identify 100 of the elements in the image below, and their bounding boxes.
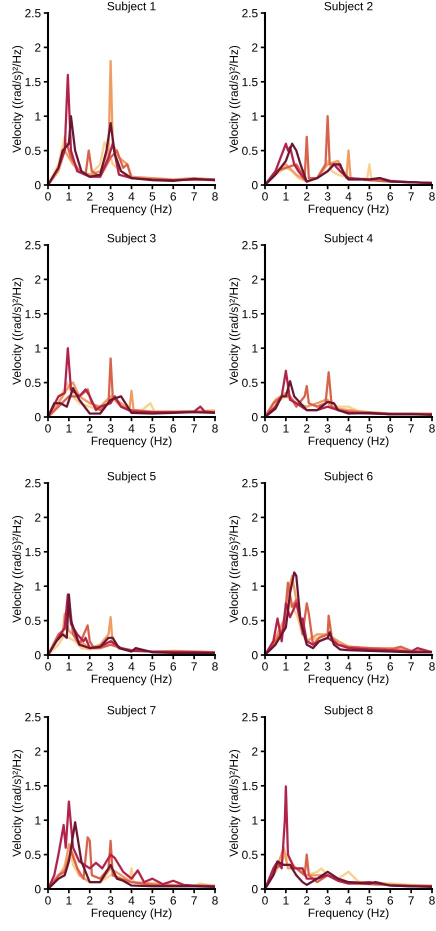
x-tick-label: 7	[408, 662, 414, 670]
x-tick-label: 5	[366, 896, 372, 905]
x-tick-label: 3	[324, 896, 330, 905]
y-tick-label: 0	[252, 651, 258, 660]
x-tick-label: 3	[108, 192, 114, 201]
y-tick-label: 1	[252, 112, 258, 120]
x-tick-label: 1	[283, 424, 289, 432]
y-tick-label: 0	[252, 413, 258, 422]
x-tick-label: 1	[66, 662, 72, 670]
x-axis-title: Frequency (Hz)	[92, 674, 172, 686]
y-tick-label: 2	[252, 275, 258, 284]
y-tick-label: 0.5	[242, 616, 258, 625]
x-tick-label: 3	[324, 192, 330, 201]
y-tick-label: 0	[34, 885, 41, 894]
x-tick-label: 6	[388, 424, 394, 433]
x-tick-label: 4	[128, 424, 134, 432]
x-tick-label: 8	[212, 896, 218, 905]
x-axis-title: Frequency (Hz)	[308, 204, 388, 216]
y-tick-label: 2	[35, 747, 40, 756]
x-tick-label: 0	[262, 424, 268, 433]
chart-title: Subject 4	[324, 234, 373, 245]
x-tick-label: 3	[108, 896, 114, 905]
y-tick-label: 1.5	[26, 782, 41, 790]
x-axis-title: Frequency (Hz)	[308, 674, 388, 686]
x-tick-label: 7	[408, 192, 414, 200]
chart-title: Subject 3	[107, 234, 156, 245]
x-tick-label: 8	[212, 192, 218, 201]
x-tick-label: 2	[87, 896, 92, 904]
x-tick-label: 1	[66, 896, 72, 904]
y-tick-label: 1.5	[26, 310, 41, 318]
x-tick-label: 1	[66, 192, 72, 200]
x-tick-label: 0	[45, 896, 51, 905]
y-tick-label: 0.5	[242, 378, 258, 387]
x-tick-label: 5	[366, 662, 372, 671]
y-tick-label: 1	[35, 112, 40, 120]
y-tick-label: 1	[252, 816, 258, 824]
x-tick-label: 3	[324, 424, 330, 433]
y-tick-label: 2	[35, 275, 40, 284]
x-tick-label: 5	[150, 896, 156, 905]
y-axis-title: Velocity ((rad/s)²/Hz)	[229, 750, 240, 857]
y-axis-title: Velocity ((rad/s)²/Hz)	[229, 46, 240, 153]
x-tick-label: 2	[87, 424, 92, 432]
y-tick-label: 1.5	[26, 548, 41, 556]
y-tick-label: 0.5	[25, 378, 41, 387]
x-tick-label: 5	[150, 662, 156, 671]
x-tick-label: 7	[191, 662, 197, 670]
x-tick-label: 4	[345, 662, 352, 670]
y-tick-label: 2	[252, 43, 258, 52]
x-tick-label: 7	[408, 424, 414, 432]
x-tick-label: 2	[304, 424, 310, 432]
x-tick-label: 2	[304, 896, 310, 904]
chart-title: Subject 2	[324, 2, 373, 13]
x-tick-label: 6	[170, 662, 176, 671]
x-tick-label: 6	[388, 662, 394, 671]
y-tick-label: 2.5	[242, 9, 258, 18]
y-tick-label: 2	[35, 513, 40, 522]
y-tick-label: 0.5	[242, 850, 258, 859]
x-tick-label: 8	[429, 896, 435, 905]
y-tick-label: 0.5	[25, 850, 41, 859]
y-tick-label: 1.5	[242, 78, 258, 86]
x-tick-label: 2	[304, 192, 310, 200]
x-tick-label: 4	[128, 896, 134, 904]
x-axis-title: Frequency (Hz)	[92, 908, 172, 920]
y-tick-label: 2.5	[242, 479, 258, 488]
y-tick-label: 1	[35, 582, 40, 590]
y-tick-label: 2	[35, 43, 40, 52]
chart-title: Subject 5	[107, 472, 156, 483]
x-axis-title: Frequency (Hz)	[92, 436, 172, 448]
x-tick-label: 6	[388, 896, 394, 905]
chart-title: Subject 8	[324, 706, 373, 717]
x-tick-label: 7	[191, 896, 197, 904]
y-tick-label: 1.5	[242, 310, 258, 318]
x-tick-label: 8	[429, 192, 435, 201]
chart-title: Subject 7	[107, 706, 156, 717]
y-tick-label: 0.5	[242, 146, 258, 155]
x-tick-label: 0	[262, 192, 268, 201]
x-tick-label: 0	[262, 662, 268, 671]
x-tick-label: 6	[388, 192, 394, 201]
x-tick-label: 5	[150, 192, 156, 201]
x-axis-title: Frequency (Hz)	[308, 908, 388, 920]
x-tick-label: 0	[45, 662, 51, 671]
y-tick-label: 0	[34, 651, 41, 660]
x-tick-label: 3	[324, 662, 330, 671]
y-axis-title: Velocity ((rad/s)²/Hz)	[229, 278, 240, 385]
y-tick-label: 0.5	[25, 146, 41, 155]
y-tick-label: 2.5	[242, 241, 258, 250]
x-tick-label: 1	[283, 192, 289, 200]
y-tick-label: 0	[252, 885, 258, 894]
y-axis-title: Velocity ((rad/s)²/Hz)	[229, 516, 240, 623]
x-tick-label: 1	[66, 424, 72, 432]
y-tick-label: 1.5	[26, 78, 41, 86]
x-tick-label: 7	[191, 192, 197, 200]
y-tick-label: 1	[252, 582, 258, 590]
y-tick-label: 2.5	[25, 241, 41, 250]
x-tick-label: 4	[128, 662, 134, 670]
y-tick-label: 2.5	[25, 479, 41, 488]
x-tick-label: 2	[304, 662, 310, 670]
y-axis-title: Velocity ((rad/s)²/Hz)	[12, 46, 24, 153]
x-tick-label: 4	[345, 192, 352, 200]
x-tick-label: 7	[191, 424, 197, 432]
